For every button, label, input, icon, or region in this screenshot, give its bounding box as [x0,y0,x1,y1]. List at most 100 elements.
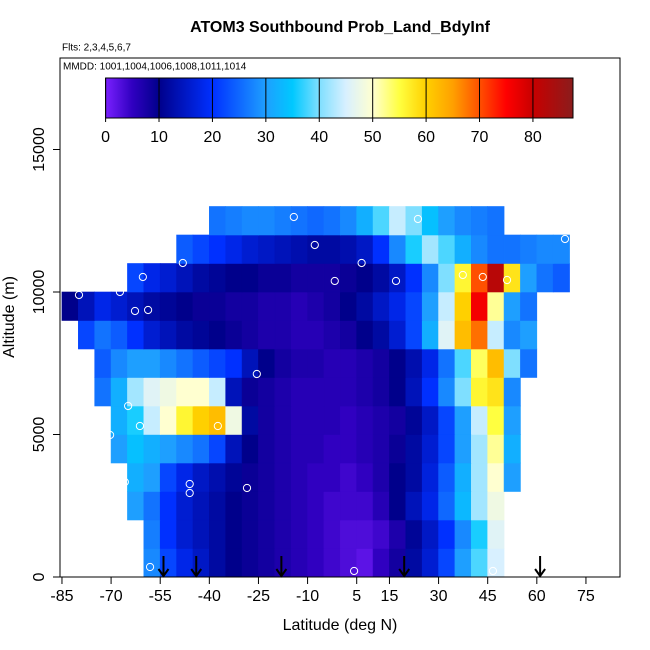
x-tick-label: 75 [577,588,595,605]
heatmap-cell [258,348,276,378]
heatmap-cell [356,320,374,350]
heatmap-cell [176,348,194,378]
heatmap-cell [159,405,177,435]
heatmap-cell [307,377,325,407]
heatmap-cell [454,291,472,321]
heatmap-cell [454,548,472,578]
heatmap-cell [258,291,276,321]
heatmap-cell [241,491,259,521]
heatmap-cell [176,291,194,321]
heatmap-cell [225,548,243,578]
heatmap-cell [405,234,423,264]
y-tick-label: 0 [31,572,48,581]
heatmap-cell [503,320,521,350]
heatmap-cell [356,405,374,435]
heatmap-cell [487,491,505,521]
y-tick-label: 15000 [31,127,48,172]
heatmap-cell [176,491,194,521]
heatmap-cell [421,548,439,578]
heatmap-cell [143,377,161,407]
heatmap-cell [143,491,161,521]
heatmap-cell [225,377,243,407]
heatmap-cell [225,291,243,321]
heatmap-cell [487,234,505,264]
heatmap-cell [323,291,341,321]
heatmap-cell [389,462,407,492]
heatmap-cell [405,519,423,549]
heatmap-cell [225,234,243,264]
heatmap-cell [241,348,259,378]
heatmap-cell [372,462,390,492]
heatmap-cell [503,291,521,321]
sample-point [252,369,261,379]
sample-point [289,212,298,222]
heatmap-cell [340,491,358,521]
heatmap-cell [274,263,292,293]
heatmap-cell [372,348,390,378]
heatmap-cell [389,491,407,521]
heatmap-cell [258,434,276,464]
heatmap-cell [340,263,358,293]
heatmap-cell [176,519,194,549]
heatmap-cell [274,206,292,236]
heatmap-cell [421,405,439,435]
heatmap-cell [127,320,145,350]
heatmap-cell [471,462,488,492]
sample-point [185,479,194,489]
heatmap-cell [209,462,227,492]
heatmap-cell [536,234,554,264]
heatmap-cell [192,320,210,350]
heatmap-cell [94,377,112,407]
sample-point [330,276,339,286]
heatmap-cell [209,348,227,378]
sample-point [178,258,187,268]
heatmap-cell [176,234,194,264]
heatmap-cell [143,519,161,549]
heatmap-cell [307,263,325,293]
heatmap-cell [258,263,276,293]
heatmap-cell [438,234,456,264]
heatmap-cell [356,377,374,407]
sample-point [357,258,366,268]
heatmap-cell [290,405,308,435]
heatmap-cell [389,206,407,236]
heatmap-cell [340,291,358,321]
sample-point [124,401,133,411]
heatmap-cell [471,348,488,378]
heatmap-cell [94,348,112,378]
heatmap-cell [110,291,128,321]
heatmap-cell [421,234,439,264]
heatmap-cell [340,320,358,350]
heatmap-cell [438,519,456,549]
heatmap-cell [454,348,472,378]
x-tick-label: 45 [479,588,497,605]
heatmap-cell [225,206,243,236]
heatmap-cell [438,377,456,407]
heatmap-cell [192,405,210,435]
heatmap-cell [290,234,308,264]
heatmap-cell [94,291,112,321]
heatmap-cell [471,405,488,435]
heatmap-cell [487,377,505,407]
sample-point [145,562,155,572]
heatmap-cell [323,434,341,464]
heatmap-cell [438,291,456,321]
sample-point [120,477,129,487]
heatmap-cell [389,434,407,464]
heatmap-cell [356,462,374,492]
heatmap-cell [290,377,308,407]
heatmap-cell [78,291,96,321]
heatmap-cell [176,377,194,407]
heatmap-cell [487,434,505,464]
y-axis-label: Altitude (m) [1,276,18,358]
heatmap-cell [389,291,407,321]
heatmap-cell [225,348,243,378]
sample-point [310,240,319,250]
heatmap-cell [209,291,227,321]
heatmap-cell [487,405,505,435]
heatmap-cell [421,491,439,521]
x-tick-label: -55 [149,588,172,605]
heatmap-cell [520,234,538,264]
heatmap-cell [127,377,145,407]
heatmap-cell [503,462,521,492]
